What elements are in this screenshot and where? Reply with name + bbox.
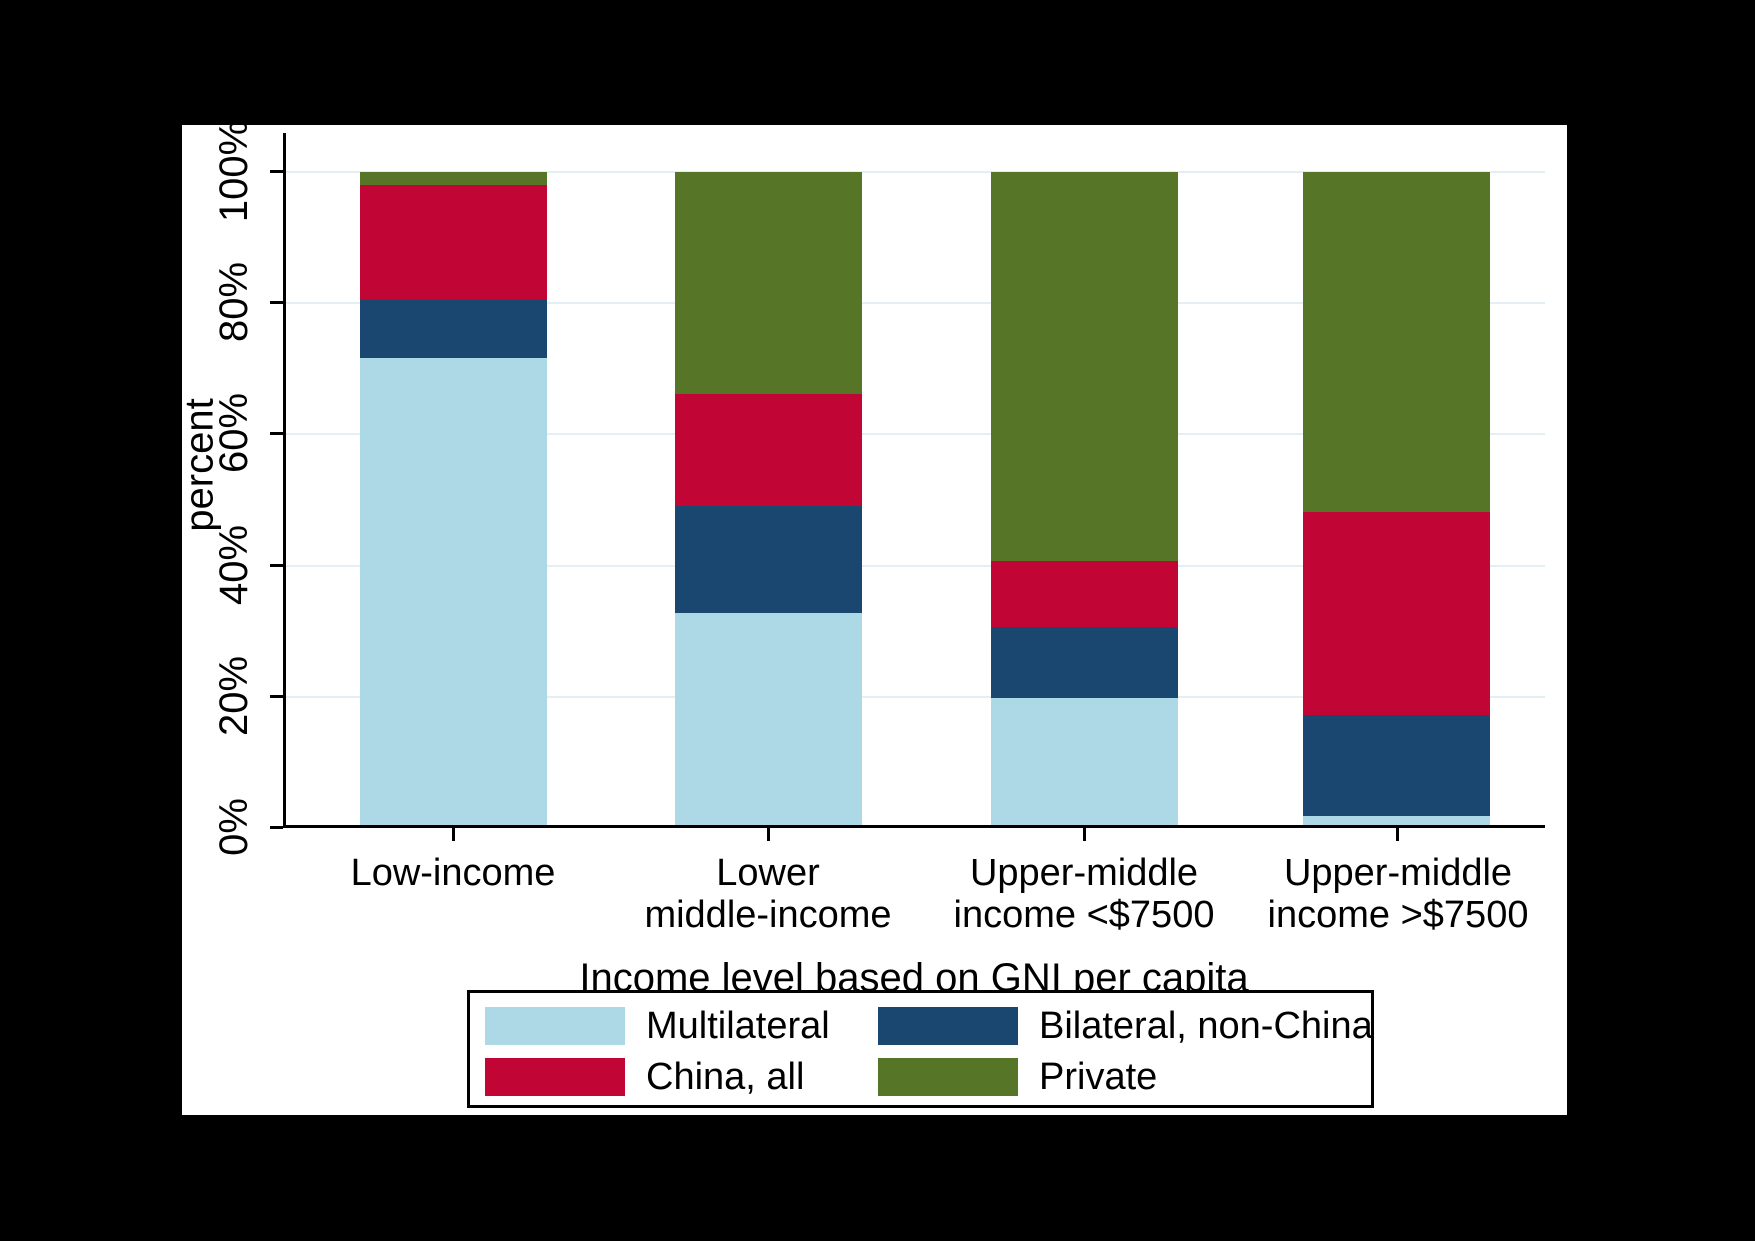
x-tick-upper-middle-lt-7500: [1083, 828, 1086, 841]
legend-swatch-multilateral: [485, 1007, 625, 1045]
x-tick-low-income: [452, 828, 455, 841]
legend-swatch-private: [878, 1058, 1018, 1096]
bar-segment-china-all: [991, 561, 1178, 627]
bar-segment-private: [991, 172, 1178, 562]
bar-segment-bilateral-non-china: [675, 505, 862, 614]
gridline-100: [286, 171, 1545, 173]
bar-segment-bilateral-non-china: [1303, 714, 1490, 817]
gridline-80: [286, 302, 1545, 304]
gridline-20: [286, 696, 1545, 698]
x-tick-lower-middle-income: [767, 828, 770, 841]
y-tick-0: [270, 826, 283, 829]
y-axis-line: [283, 133, 286, 828]
chart-panel: 0% 20% 40% 60% 80% 100% percent Low-inco…: [178, 120, 1567, 1115]
bar-segment-bilateral-non-china: [360, 299, 547, 359]
bar-segment-multilateral: [991, 698, 1178, 826]
bar-segment-multilateral: [1303, 816, 1490, 826]
legend-label-multilateral: Multilateral: [646, 1005, 830, 1047]
gridline-40: [286, 565, 1545, 567]
bar-segment-multilateral: [360, 358, 547, 826]
y-tick-20: [270, 695, 283, 698]
bar-lower-middle-income: [675, 172, 862, 826]
gridline-60: [286, 433, 1545, 435]
legend: Multilateral Bilateral, non-China China,…: [467, 990, 1374, 1108]
bar-low-income: [360, 172, 547, 826]
bar-segment-multilateral: [675, 613, 862, 826]
legend-label-china-all: China, all: [646, 1056, 805, 1098]
legend-label-private: Private: [1039, 1056, 1158, 1098]
legend-swatch-bilateral-non-china: [878, 1007, 1018, 1045]
bar-segment-china-all: [1303, 512, 1490, 715]
legend-label-bilateral-non-china: Bilateral, non-China: [1039, 1005, 1373, 1047]
bar-segment-private: [360, 172, 547, 186]
x-tick-label-low-income: Low-income: [350, 852, 556, 894]
legend-swatch-china-all: [485, 1058, 625, 1096]
bar-segment-china-all: [360, 185, 547, 300]
x-tick-label-lower-middle-income: Lower middle-income: [644, 852, 892, 936]
x-tick-upper-middle-gt-7500: [1396, 828, 1399, 841]
y-tick-100: [270, 170, 283, 173]
bar-segment-private: [1303, 172, 1490, 513]
x-axis-line: [283, 825, 1545, 828]
bar-segment-china-all: [675, 394, 862, 506]
y-tick-80: [270, 301, 283, 304]
bar-segment-private: [675, 172, 862, 395]
y-tick-40: [270, 564, 283, 567]
x-tick-label-upper-middle-lt-7500: Upper-middle income <$7500: [953, 852, 1215, 936]
bar-upper-middle-gt-7500: [1303, 172, 1490, 826]
bar-upper-middle-lt-7500: [991, 172, 1178, 826]
y-tick-60: [270, 432, 283, 435]
bar-segment-bilateral-non-china: [991, 626, 1178, 699]
x-tick-label-upper-middle-gt-7500: Upper-middle income >$7500: [1267, 852, 1529, 936]
